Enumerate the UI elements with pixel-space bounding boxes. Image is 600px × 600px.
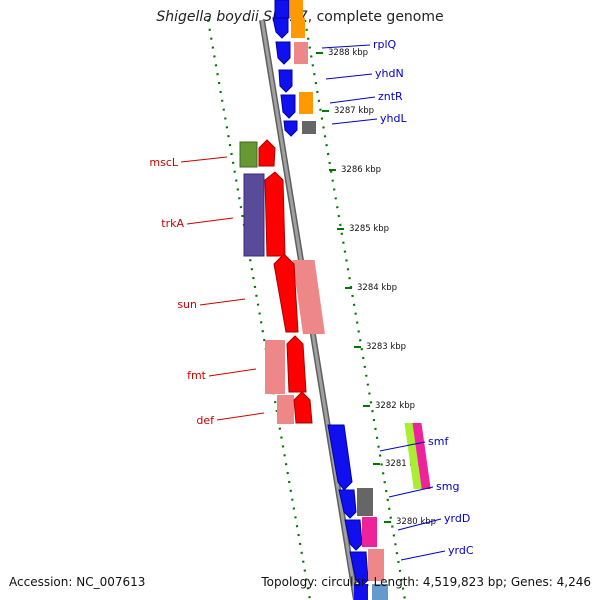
gene-label[interactable]: mscL: [149, 156, 178, 169]
gene-arrow[interactable]: [293, 391, 313, 424]
gene-arrow[interactable]: [278, 69, 293, 93]
title-suffix: , complete genome: [307, 9, 444, 25]
gene-block[interactable]: [372, 584, 388, 600]
tick-label: 3284 kbp: [357, 283, 397, 293]
gene-arrow[interactable]: [272, 17, 289, 39]
gene-arrow[interactable]: [258, 139, 276, 167]
gene-label-leader: [400, 550, 446, 561]
gene-label-leader: [321, 44, 371, 49]
gene-label[interactable]: trkA: [161, 217, 184, 230]
gene-label[interactable]: rplQ: [373, 38, 397, 51]
gene-block[interactable]: [362, 517, 377, 547]
gene-label[interactable]: yhdL: [380, 112, 407, 125]
tick-label: 3287 kbp: [334, 106, 374, 116]
gene-label-leader: [379, 441, 426, 452]
gene-block[interactable]: [291, 18, 305, 38]
gene-block[interactable]: [354, 584, 368, 600]
gene-block[interactable]: [243, 173, 265, 257]
gene-label-layer: rplQ yhdN zntR yhdL smf smg yrdD yrdC mscL trkA su…: [149, 38, 474, 561]
reverse-gene-blocks: [239, 139, 325, 424]
gene-block[interactable]: [274, 0, 290, 19]
gene-arrow[interactable]: [273, 253, 299, 333]
tick-label: 3283 kbp: [366, 342, 406, 352]
gene-arrow[interactable]: [280, 94, 296, 119]
tick-layer: 3288 kbp 3287 kbp 3286 kbp 3285 kbp 3284 kbp…: [316, 48, 436, 527]
gene-arrow[interactable]: [286, 335, 307, 393]
organism-name: Shigella boydii Sb227: [156, 9, 308, 25]
gene-label[interactable]: yrdC: [448, 544, 474, 557]
tick-label: 3282 kbp: [375, 401, 415, 411]
gene-block[interactable]: [292, 260, 325, 334]
gene-label-leader: [216, 412, 265, 421]
gene-arrow[interactable]: [349, 551, 369, 587]
gene-arrow[interactable]: [264, 171, 286, 257]
gene-label-leader: [180, 156, 228, 163]
gene-block[interactable]: [290, 0, 303, 18]
gene-arrow[interactable]: [283, 120, 298, 137]
gene-block[interactable]: [368, 549, 384, 581]
gene-label[interactable]: smg: [436, 480, 459, 493]
gene-block[interactable]: [357, 488, 373, 516]
tick-label: 3280 kbp: [396, 517, 436, 527]
gene-block[interactable]: [265, 340, 285, 394]
gene-label[interactable]: fmt: [187, 369, 207, 382]
gene-label[interactable]: smf: [428, 435, 449, 448]
gene-block[interactable]: [299, 92, 313, 114]
tick-label: 3285 kbp: [349, 224, 389, 234]
summary-text: Topology: circular; Length: 4,519,823 bp…: [261, 575, 591, 589]
gene-block[interactable]: [294, 42, 308, 64]
gene-label[interactable]: yrdD: [444, 512, 470, 525]
map-title: Shigella boydii Sb227, complete genome: [0, 9, 600, 25]
gene-label-leader: [397, 518, 442, 531]
gene-label[interactable]: zntR: [378, 90, 403, 103]
tick-label: 3288 kbp: [328, 48, 368, 58]
gene-label[interactable]: def: [196, 414, 215, 427]
gene-label[interactable]: yhdN: [375, 67, 404, 80]
gene-block[interactable]: [404, 423, 422, 489]
gene-block[interactable]: [277, 395, 294, 424]
gene-arrow[interactable]: [344, 519, 363, 551]
gene-block[interactable]: [239, 141, 258, 168]
gene-block[interactable]: [302, 121, 316, 134]
gene-label-leader: [325, 73, 373, 80]
gene-label-leader: [331, 118, 378, 125]
gene-label-leader: [388, 486, 434, 498]
gene-arrow[interactable]: [275, 41, 291, 65]
gene-arrow[interactable]: [338, 489, 357, 519]
gene-block[interactable]: [412, 423, 431, 489]
tick-label: 3286 kbp: [341, 165, 381, 175]
gene-label-leader: [186, 217, 234, 225]
tick-label: 3281 kbp: [385, 459, 425, 469]
accession-text: Accession: NC_007613: [9, 575, 146, 589]
gene-label[interactable]: sun: [177, 298, 197, 311]
gene-label-leader: [329, 96, 376, 104]
gene-label-leader: [208, 368, 257, 377]
gene-label-leader: [199, 298, 246, 306]
forward-gene-blocks: [272, 0, 431, 600]
gene-arrow[interactable]: [327, 424, 353, 491]
